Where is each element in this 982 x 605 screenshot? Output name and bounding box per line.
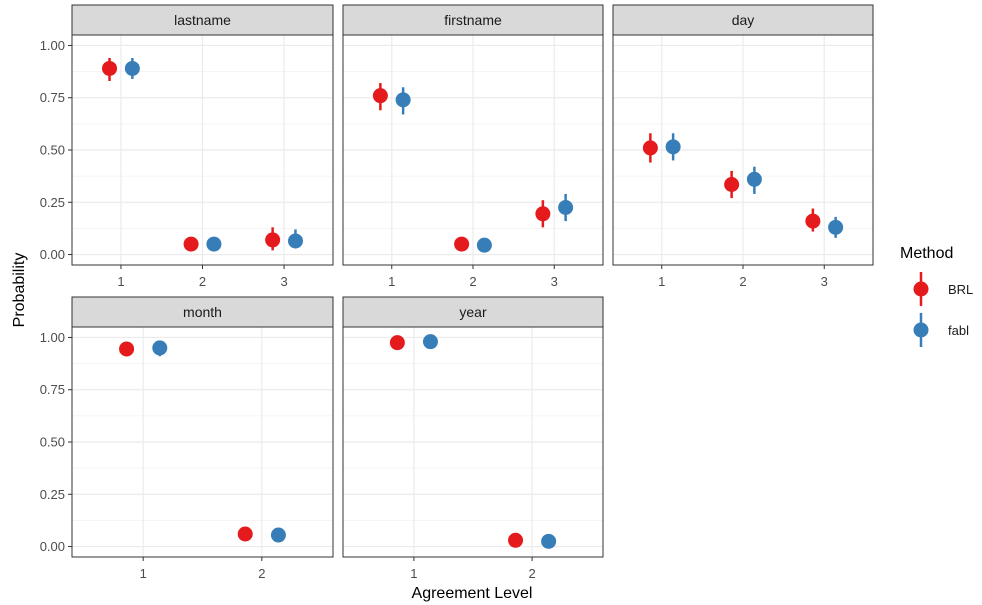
y-tick-label: 0.00: [40, 247, 65, 262]
legend-label: fabl: [948, 323, 969, 338]
data-point: [372, 88, 388, 104]
y-tick-label: 0.25: [40, 487, 65, 502]
panel-border: [612, 34, 874, 266]
data-point: [541, 533, 557, 549]
panel-border: [71, 326, 334, 558]
legend-label: BRL: [948, 282, 973, 297]
strip-background: [71, 296, 334, 328]
data-point: [535, 206, 551, 222]
x-tick-label: 2: [469, 274, 476, 289]
y-tick-label: 1.00: [40, 38, 65, 53]
data-point: [183, 236, 199, 252]
facet-panels: lastname 1 2 3 0.00 0.25 0.50 0.75 1.00 firstname…: [40, 4, 874, 581]
data-point: [828, 219, 844, 235]
data-point: [389, 335, 405, 351]
y-tick-label: 0.00: [40, 539, 65, 554]
legend-key-point: [913, 281, 929, 297]
x-tick-label: 3: [821, 274, 828, 289]
panel-year: year 1 2: [342, 296, 604, 581]
legend: Method BRL fabl: [900, 245, 973, 347]
legend-key-point: [913, 322, 929, 338]
x-tick-label: 3: [280, 274, 287, 289]
data-point: [265, 232, 281, 248]
x-axis-title: Agreement Level: [412, 585, 533, 602]
data-point: [287, 233, 303, 249]
x-tick-label: 1: [388, 274, 395, 289]
panel-border: [71, 34, 334, 266]
panel-firstname: firstname 1 2 3: [342, 4, 604, 289]
x-tick-label: 1: [140, 566, 147, 581]
data-point: [642, 140, 658, 156]
data-point: [395, 92, 411, 108]
x-tick-label: 1: [410, 566, 417, 581]
x-tick-label: 2: [199, 274, 206, 289]
y-tick-label: 1.00: [40, 330, 65, 345]
strip-background: [71, 4, 334, 36]
data-point: [558, 200, 574, 215]
data-point: [746, 171, 762, 187]
strip-label: firstname: [444, 12, 502, 28]
y-tick-label: 0.75: [40, 382, 65, 397]
data-point: [206, 236, 222, 252]
data-point: [476, 237, 492, 253]
data-point: [270, 527, 286, 543]
panel-lastname: lastname 1 2 3 0.00 0.25 0.50 0.75 1.00: [40, 4, 334, 289]
y-axis-title: Probability: [11, 253, 28, 328]
x-tick-label: 2: [528, 566, 535, 581]
data-point: [102, 60, 118, 76]
strip-background: [612, 4, 874, 36]
y-tick-label: 0.50: [40, 435, 65, 450]
y-tick-label: 0.50: [40, 143, 65, 158]
strip-label: day: [732, 12, 755, 28]
data-point: [152, 340, 168, 356]
legend-item-fabl: fabl: [913, 313, 969, 347]
panel-border: [342, 326, 604, 558]
y-tick-label: 0.75: [40, 90, 65, 105]
data-point: [508, 532, 524, 548]
strip-label: year: [459, 304, 487, 320]
x-tick-label: 2: [258, 566, 265, 581]
x-tick-label: 1: [117, 274, 124, 289]
strip-background: [342, 296, 604, 328]
data-point: [124, 60, 140, 76]
data-point: [119, 341, 135, 357]
panel-day: day 1 2 3: [612, 4, 874, 289]
panel-border: [342, 34, 604, 266]
data-point: [805, 213, 821, 229]
legend-title: Method: [900, 245, 953, 262]
x-tick-label: 3: [551, 274, 558, 289]
data-point: [237, 526, 253, 542]
legend-item-brl: BRL: [913, 272, 973, 306]
panel-month: month 1 2 0.00 0.25 0.50 0.75 1.00: [40, 296, 334, 581]
data-point: [422, 334, 438, 350]
data-point: [724, 177, 740, 192]
x-tick-label: 1: [658, 274, 665, 289]
data-point: [665, 139, 681, 155]
x-tick-label: 2: [739, 274, 746, 289]
y-tick-label: 0.25: [40, 195, 65, 210]
data-point: [454, 236, 470, 252]
strip-label: lastname: [174, 12, 231, 28]
strip-label: month: [183, 304, 222, 320]
